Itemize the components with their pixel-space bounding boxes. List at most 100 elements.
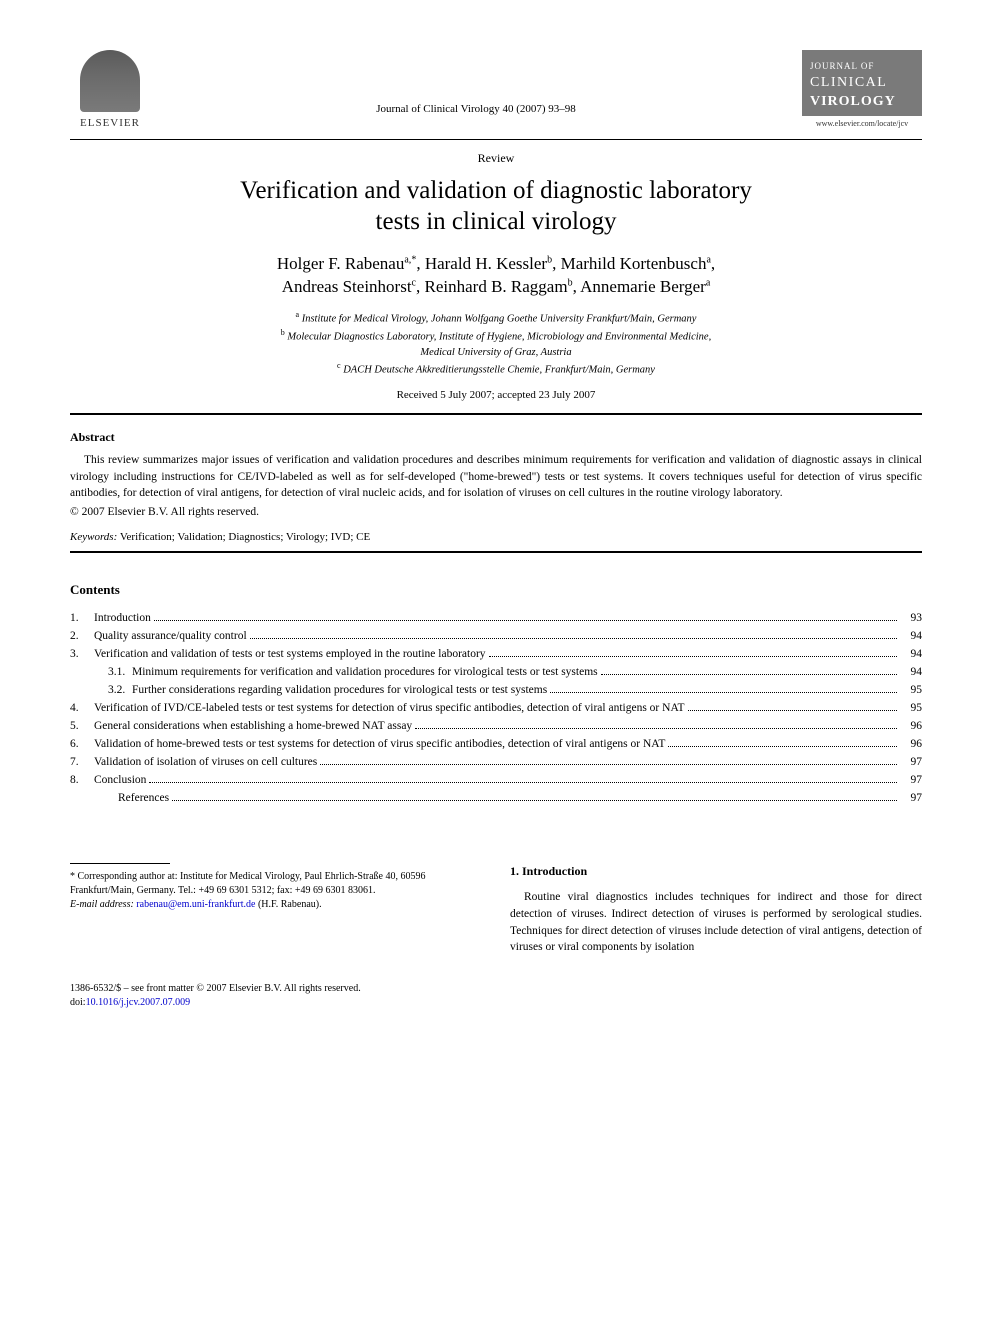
toc-title: References	[118, 790, 169, 806]
author: Harald H. Kesslerb	[425, 254, 552, 273]
toc-title: Validation of home-brewed tests or test …	[94, 736, 665, 752]
toc-title: Minimum requirements for verification an…	[132, 664, 598, 680]
left-column: * Corresponding author at: Institute for…	[70, 863, 482, 956]
toc-number: 7.	[70, 754, 94, 770]
contents-heading: Contents	[70, 581, 922, 599]
post-keywords-rule	[70, 551, 922, 553]
toc-page: 97	[900, 772, 922, 788]
toc-row[interactable]: 7.Validation of isolation of viruses on …	[70, 754, 922, 770]
journal-badge-line1: JOURNAL OF	[810, 60, 914, 73]
toc-dots	[688, 710, 898, 711]
article-dates: Received 5 July 2007; accepted 23 July 2…	[70, 388, 922, 403]
toc-row[interactable]: 3.Verification and validation of tests o…	[70, 646, 922, 662]
toc-number: 3.1.	[94, 664, 132, 680]
footnote-rule	[70, 863, 170, 864]
toc-page: 94	[900, 646, 922, 662]
journal-badge: JOURNAL OF CLINICAL VIROLOGY www.elsevie…	[802, 50, 922, 131]
section-1-heading: 1. Introduction	[510, 863, 922, 880]
issn-line: 1386-6532/$ – see front matter © 2007 El…	[70, 982, 922, 996]
affiliation-b-2: Medical University of Graz, Austria	[420, 347, 571, 358]
journal-url[interactable]: www.elsevier.com/locate/jcv	[802, 116, 922, 131]
toc-page: 93	[900, 610, 922, 626]
toc-row[interactable]: 8.Conclusion 97	[70, 772, 922, 788]
toc-dots	[172, 800, 897, 801]
pre-abstract-rule	[70, 413, 922, 415]
journal-badge-line3: VIROLOGY	[810, 92, 914, 112]
toc-number: 6.	[70, 736, 94, 752]
section-1-text: Routine viral diagnostics includes techn…	[510, 889, 922, 956]
footer-block: 1386-6532/$ – see front matter © 2007 El…	[70, 982, 922, 1010]
toc-dots	[250, 638, 897, 639]
affiliation-b-1: Molecular Diagnostics Laboratory, Instit…	[287, 332, 711, 343]
elsevier-tree-icon	[80, 50, 140, 112]
toc-title: Introduction	[94, 610, 151, 626]
toc-number: 3.	[70, 646, 94, 662]
toc-number: 5.	[70, 718, 94, 734]
article-title: Verification and validation of diagnosti…	[70, 175, 922, 238]
toc-row[interactable]: 3.2.Further considerations regarding val…	[70, 682, 922, 698]
toc-title: General considerations when establishing…	[94, 718, 412, 734]
contents-block: Contents 1.Introduction932.Quality assur…	[70, 581, 922, 806]
toc-number: 8.	[70, 772, 94, 788]
toc-page: 94	[900, 628, 922, 644]
keywords: Keywords: Verification; Validation; Diag…	[70, 530, 922, 545]
author: Holger F. Rabenaua,*	[277, 254, 416, 273]
doi-link[interactable]: 10.1016/j.jcv.2007.07.009	[86, 997, 191, 1008]
affiliations: a Institute for Medical Virology, Johann…	[70, 309, 922, 377]
toc-page: 97	[900, 754, 922, 770]
keywords-text: Verification; Validation; Diagnostics; V…	[120, 531, 370, 543]
toc-dots	[149, 782, 897, 783]
toc-page: 95	[900, 682, 922, 698]
toc-title: Further considerations regarding validat…	[132, 682, 547, 698]
toc-row[interactable]: 6.Validation of home-brewed tests or tes…	[70, 736, 922, 752]
toc-row[interactable]: 5.General considerations when establishi…	[70, 718, 922, 734]
journal-reference: Journal of Clinical Virology 40 (2007) 9…	[376, 102, 576, 117]
toc-page: 97	[900, 790, 922, 806]
toc-dots	[601, 674, 897, 675]
title-line-2: tests in clinical virology	[376, 208, 617, 235]
author: Marhild Kortenbuscha	[561, 254, 711, 273]
right-column: 1. Introduction Routine viral diagnostic…	[510, 863, 922, 956]
toc-page: 94	[900, 664, 922, 680]
publisher-name: ELSEVIER	[70, 116, 150, 131]
toc-title: Verification of IVD/CE-labeled tests or …	[94, 700, 685, 716]
toc-dots	[550, 692, 897, 693]
toc-title: Validation of isolation of viruses on ce…	[94, 754, 317, 770]
toc-page: 96	[900, 736, 922, 752]
toc-number: 2.	[70, 628, 94, 644]
toc-row[interactable]: 1.Introduction93	[70, 610, 922, 626]
email-link[interactable]: rabenau@em.uni-frankfurt.de	[136, 899, 255, 910]
toc-dots	[415, 728, 897, 729]
toc-title: Conclusion	[94, 772, 146, 788]
corresponding-author-footnote: * Corresponding author at: Institute for…	[70, 870, 482, 912]
two-column-body: * Corresponding author at: Institute for…	[70, 863, 922, 956]
doi-label: doi:	[70, 997, 86, 1008]
toc-page: 95	[900, 700, 922, 716]
table-of-contents: 1.Introduction932.Quality assurance/qual…	[70, 610, 922, 807]
abstract-text: This review summarizes major issues of v…	[70, 452, 922, 502]
affiliation-a: Institute for Medical Virology, Johann W…	[302, 314, 697, 325]
header-row: ELSEVIER Journal of Clinical Virology 40…	[70, 50, 922, 131]
email-label: E-mail address:	[70, 899, 134, 910]
footnote-corr: * Corresponding author at: Institute for…	[70, 870, 482, 898]
title-line-1: Verification and validation of diagnosti…	[240, 177, 752, 204]
toc-row[interactable]: References 97	[70, 790, 922, 806]
affiliation-c: DACH Deutsche Akkreditierungsstelle Chem…	[343, 364, 655, 375]
toc-page: 96	[900, 718, 922, 734]
abstract-copyright: © 2007 Elsevier B.V. All rights reserved…	[70, 504, 922, 520]
toc-row[interactable]: 3.1.Minimum requirements for verificatio…	[70, 664, 922, 680]
author: Annemarie Bergera	[580, 277, 710, 296]
toc-dots	[489, 656, 897, 657]
toc-dots	[154, 620, 897, 621]
journal-badge-line2: CLINICAL	[810, 73, 914, 93]
footnote-email-row: E-mail address: rabenau@em.uni-frankfurt…	[70, 898, 482, 912]
author: Reinhard B. Raggamb	[425, 277, 573, 296]
toc-row[interactable]: 2.Quality assurance/quality control94	[70, 628, 922, 644]
toc-dots	[668, 746, 897, 747]
authors-list: Holger F. Rabenaua,*, Harald H. Kesslerb…	[70, 252, 922, 300]
toc-row[interactable]: 4.Verification of IVD/CE-labeled tests o…	[70, 700, 922, 716]
toc-dots	[320, 764, 897, 765]
toc-title: Verification and validation of tests or …	[94, 646, 486, 662]
toc-number: 4.	[70, 700, 94, 716]
publisher-logo: ELSEVIER	[70, 50, 150, 131]
